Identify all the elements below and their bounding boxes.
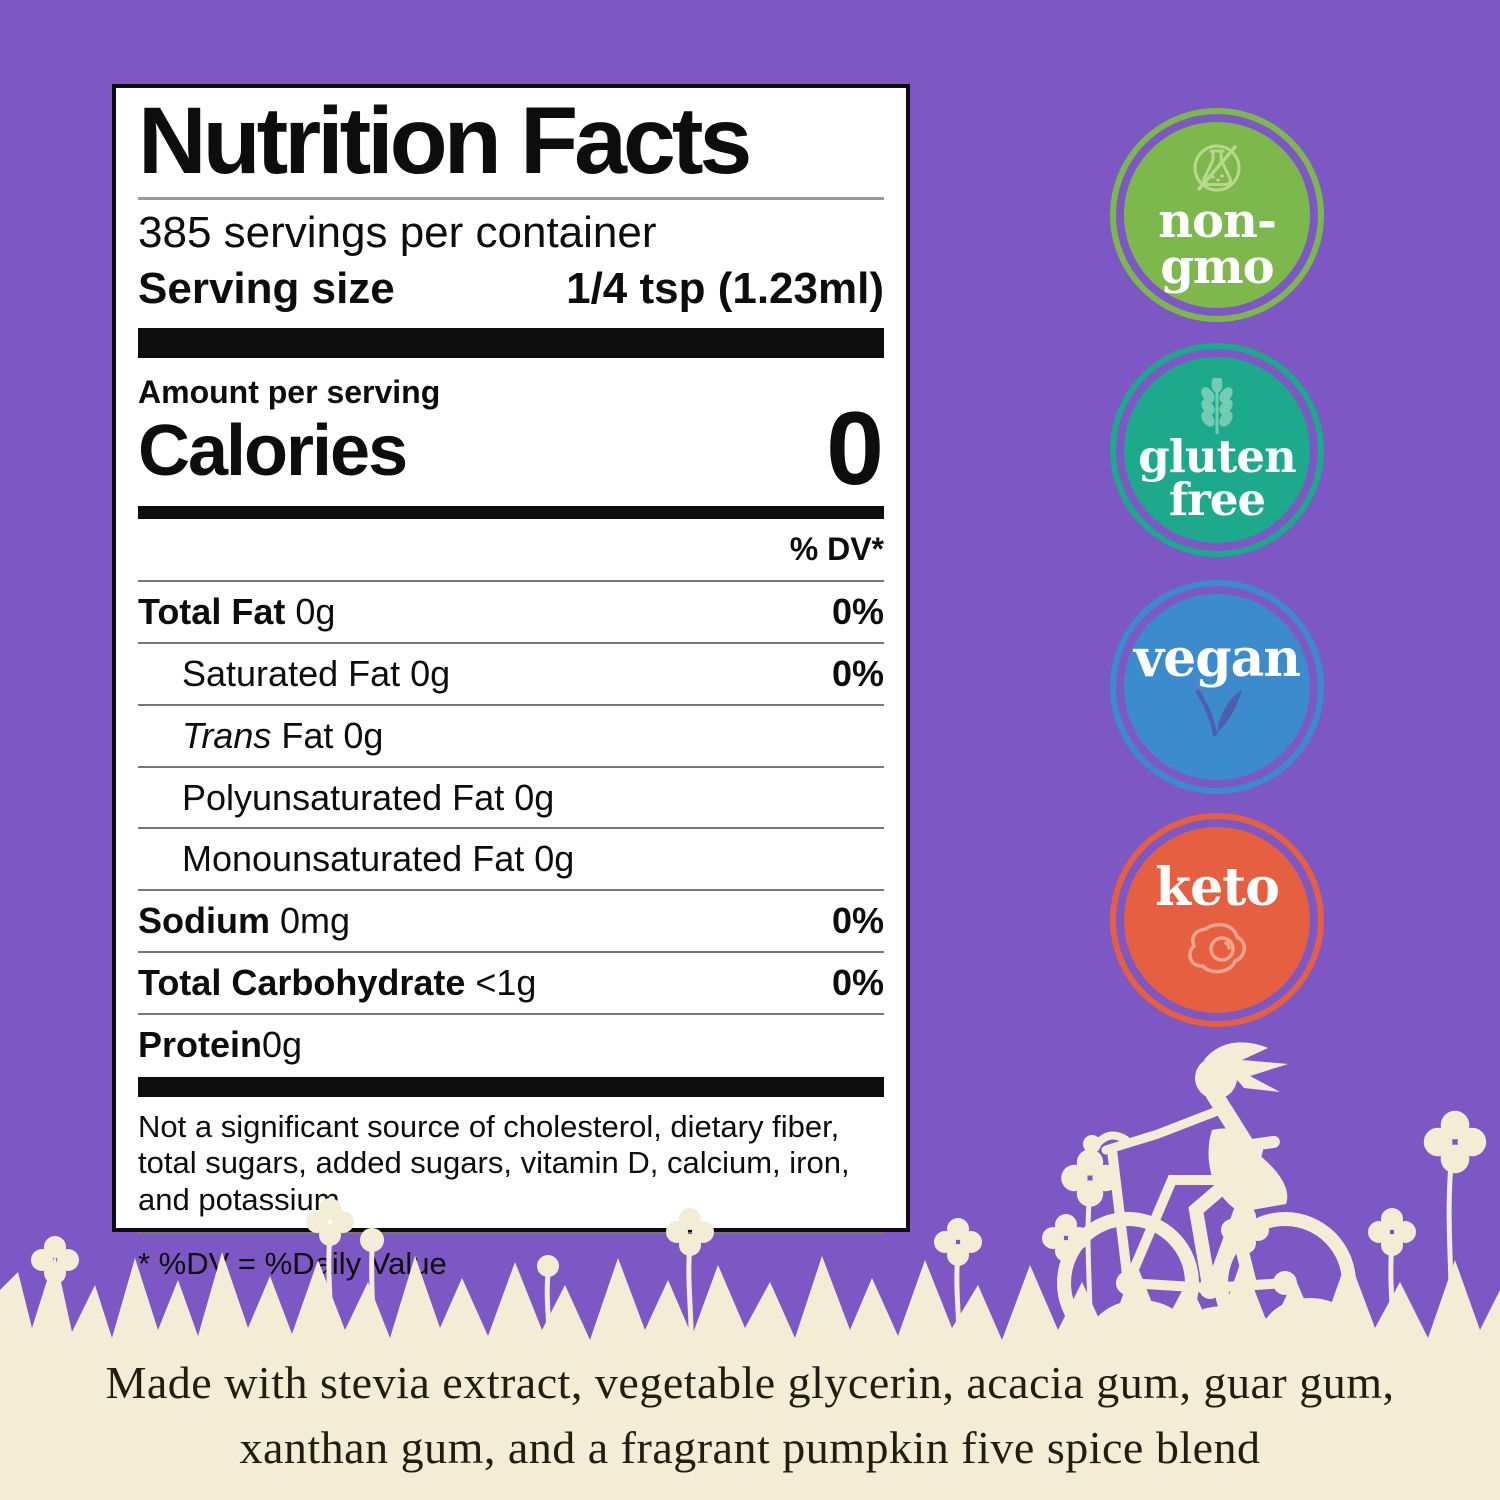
serving-size-label: Serving size: [138, 264, 395, 313]
serving-size-row: Serving size 1/4 tsp (1.23ml): [138, 264, 884, 314]
badge-non-gmo: non- gmo: [1110, 108, 1324, 322]
footnote-divider: [138, 1232, 884, 1235]
bottom-description-line2: xanthan gum, and a fragrant pumpkin five…: [239, 1422, 1261, 1474]
badge-vegan: vegan: [1110, 580, 1324, 794]
calories-row: Calories 0: [138, 391, 884, 507]
row-trans-fat: Trans Fat 0g: [138, 706, 884, 768]
title-divider: [138, 197, 884, 200]
daily-value-note: * %DV = %Daily Value: [138, 1246, 447, 1282]
calories-divider: [138, 506, 884, 520]
servings-per-container: 385 servings per container: [138, 208, 657, 257]
nutrition-facts-label: Nutrition Facts 385 servings per contain…: [112, 84, 910, 1281]
row-sodium: Sodium 0mg 0%: [138, 891, 884, 954]
girl-on-bicycle-silhouette: [1042, 1042, 1360, 1390]
bottom-thick-divider: [138, 1076, 884, 1097]
row-saturated-fat: Saturated Fat 0g 0%: [138, 644, 884, 706]
label-title: Nutrition Facts: [138, 88, 752, 194]
row-protein: Protein0g: [138, 1023, 303, 1065]
calories-label: Calories: [138, 411, 408, 492]
wheat-icon: [1201, 378, 1233, 435]
badge-keto: keto: [1110, 813, 1324, 1027]
row-monounsaturated-fat: Monounsaturated Fat 0g: [138, 829, 884, 892]
badge-label: gmo: [1160, 239, 1274, 295]
badge-label: keto: [1155, 857, 1280, 919]
badge-label: free: [1168, 473, 1266, 526]
badge-gluten-free: gluten free: [1110, 343, 1324, 557]
bottom-description: Made with stevia extract, vegetable glyc…: [0, 1350, 1500, 1481]
thick-divider: [138, 328, 884, 358]
row-total-carbohydrate: Total Carbohydrate <1g 0%: [138, 953, 884, 1015]
badge-label: gluten: [1138, 430, 1296, 484]
row-total-fat: Total Fat 0g 0%: [138, 582, 884, 645]
daily-value-header: % DV*: [138, 519, 884, 583]
amount-per-serving: Amount per serving: [138, 374, 441, 410]
bottom-description-line1: Made with stevia extract, vegetable glyc…: [105, 1357, 1395, 1408]
calories-value: 0: [826, 391, 884, 507]
footnote: Not a significant source of cholesterol,…: [138, 1108, 850, 1217]
serving-size-value: 1/4 tsp (1.23ml): [566, 264, 884, 313]
meadow-silhouette: [0, 1042, 1500, 1500]
fried-egg-icon: [1188, 922, 1246, 973]
row-polyunsaturated-fat: Polyunsaturated Fat 0g: [138, 768, 884, 830]
sprout-icon: [1195, 689, 1242, 736]
no-gmo-flask-icon: [1193, 144, 1241, 192]
badge-label: non-: [1158, 193, 1277, 250]
badge-label: vegan: [1133, 628, 1301, 690]
